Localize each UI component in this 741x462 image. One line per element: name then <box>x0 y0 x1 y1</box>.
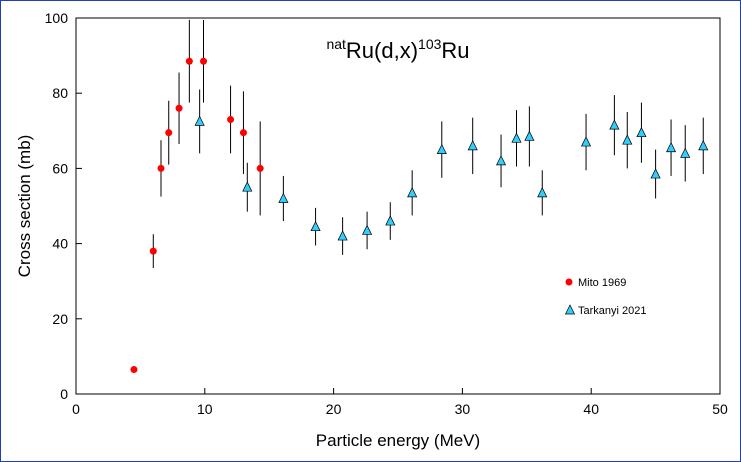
data-point-tarkanyi <box>511 132 522 143</box>
data-point-tarkanyi <box>650 168 661 179</box>
y-axis-label: Cross section (mb) <box>15 135 34 278</box>
data-markers <box>130 57 709 374</box>
data-point-tarkanyi <box>609 119 620 130</box>
data-point-tarkanyi <box>407 187 418 198</box>
data-point-tarkanyi <box>680 147 691 158</box>
data-point-tarkanyi <box>467 140 478 151</box>
x-tick-label: 40 <box>583 401 599 417</box>
data-point-tarkanyi <box>524 130 535 141</box>
data-point-tarkanyi <box>580 136 592 147</box>
data-point-tarkanyi <box>537 187 548 198</box>
axis-ticks: 0 10 20 30 40 50 0 20 40 60 80 100 <box>45 10 728 417</box>
data-point-mito <box>227 116 235 124</box>
data-point-mito <box>239 129 247 137</box>
data-point-mito <box>185 57 193 65</box>
data-point-tarkanyi <box>665 141 677 153</box>
data-point-tarkanyi <box>636 126 647 138</box>
error-bars <box>152 19 704 269</box>
data-point-tarkanyi <box>242 181 253 192</box>
data-point-tarkanyi <box>436 143 447 154</box>
title-tail: Ru <box>441 38 469 63</box>
legend: Mito 1969 Tarkanyi 2021 <box>564 277 647 317</box>
plot-area <box>75 17 721 395</box>
data-point-tarkanyi <box>194 115 205 126</box>
data-point-tarkanyi <box>495 155 507 166</box>
legend-label-mito: Mito 1969 <box>578 277 626 289</box>
data-point-mito <box>256 164 264 172</box>
y-tick-label: 80 <box>52 85 68 101</box>
title-mid-sup: 103 <box>418 36 442 52</box>
data-point-tarkanyi <box>385 215 396 226</box>
y-tick-label: 60 <box>52 160 68 176</box>
data-point-tarkanyi <box>698 140 709 151</box>
x-tick-label: 10 <box>197 401 213 417</box>
x-tick-label: 50 <box>712 401 728 417</box>
x-tick-label: 20 <box>326 401 342 417</box>
data-point-tarkanyi <box>278 192 289 203</box>
data-point-tarkanyi <box>362 224 373 235</box>
data-point-mito <box>157 164 165 172</box>
data-point-mito <box>175 104 183 112</box>
y-tick-label: 20 <box>52 311 68 327</box>
x-axis-label: Particle energy (MeV) <box>316 431 480 450</box>
y-tick-label: 0 <box>60 386 68 402</box>
data-point-mito <box>200 57 208 65</box>
title-pre-sup: nat <box>326 36 346 52</box>
data-point-tarkanyi <box>310 220 321 232</box>
title-main: Ru(d,x) <box>346 38 418 63</box>
chart-title: natRu(d,x)103Ru <box>326 36 469 63</box>
x-tick-label: 0 <box>72 401 80 417</box>
x-tick-label: 30 <box>455 401 471 417</box>
data-point-tarkanyi <box>337 230 348 241</box>
legend-label-tarkanyi: Tarkanyi 2021 <box>578 305 647 317</box>
legend-marker-tarkanyi <box>564 304 576 315</box>
y-tick-label: 100 <box>45 10 69 26</box>
legend-marker-mito <box>565 278 573 286</box>
y-tick-label: 40 <box>52 236 68 252</box>
data-point-mito <box>149 247 157 255</box>
data-point-mito <box>165 129 173 137</box>
data-point-mito <box>130 366 138 374</box>
data-point-tarkanyi <box>622 134 633 145</box>
